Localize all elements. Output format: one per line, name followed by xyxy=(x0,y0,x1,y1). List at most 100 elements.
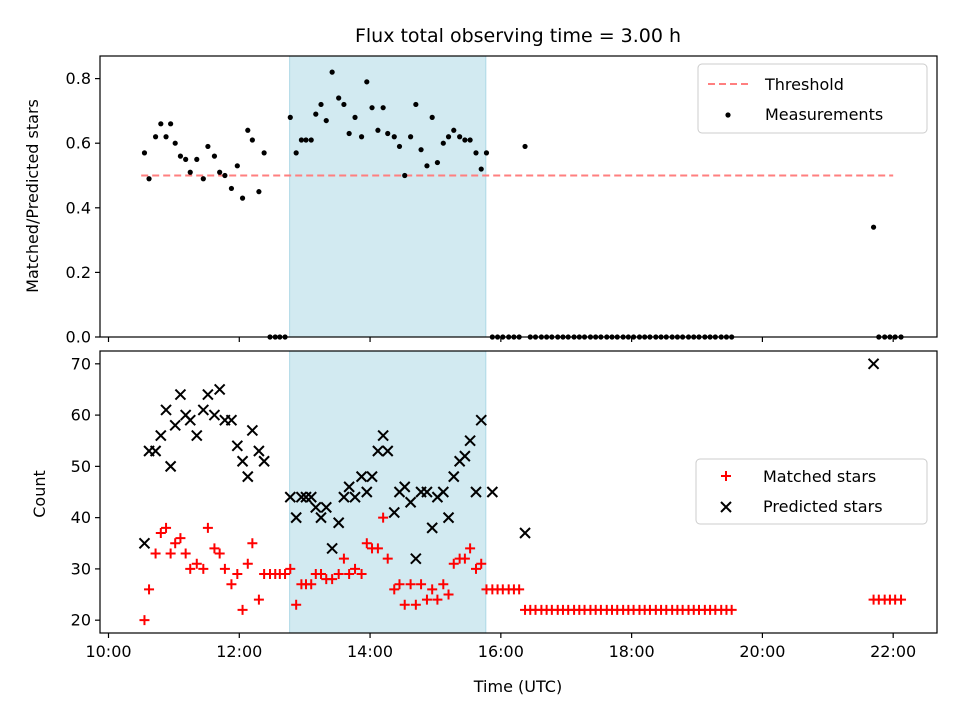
measurement-point xyxy=(249,137,255,143)
x-tick-label: 14:00 xyxy=(347,642,393,661)
matched-star-point xyxy=(389,584,400,595)
predicted-star-point xyxy=(486,486,499,498)
matched-star-point xyxy=(896,594,907,605)
measurement-point xyxy=(445,134,452,140)
measurement-point xyxy=(187,169,193,175)
measurement-point xyxy=(261,150,267,156)
top-highlight-span xyxy=(289,56,486,337)
bottom-series-predicted-stars xyxy=(138,358,880,565)
matched-star-point xyxy=(382,553,393,564)
bottom-y-tick-label: 50 xyxy=(71,457,91,476)
predicted-star-point xyxy=(442,511,455,524)
measurement-point xyxy=(358,134,365,140)
predicted-star-point xyxy=(242,470,254,483)
predicted-star-point xyxy=(202,388,214,401)
top-y-tick-label: 0.6 xyxy=(66,134,91,153)
matched-star-point xyxy=(333,569,344,580)
measurement-point xyxy=(152,134,159,140)
measurement-point xyxy=(308,137,314,143)
measurement-point xyxy=(336,95,342,101)
measurement-point xyxy=(303,137,309,143)
top-panel: Flux total observing time = 3.00 h Match… xyxy=(23,25,938,347)
measurement-point xyxy=(256,189,262,195)
top-y-tick-label: 0.2 xyxy=(66,263,91,282)
measurement-point xyxy=(451,127,457,133)
measurement-point xyxy=(211,153,218,159)
predicted-star-point xyxy=(164,460,177,473)
matched-star-point xyxy=(356,569,367,580)
bottom-axes-frame xyxy=(99,350,938,634)
measurement-point xyxy=(462,137,468,143)
predicted-star-point xyxy=(326,542,338,555)
x-tick-label: 20:00 xyxy=(739,642,785,661)
measurement-point xyxy=(369,105,375,111)
matched-star-point xyxy=(209,543,220,554)
measurement-point xyxy=(293,150,299,156)
matched-star-point xyxy=(306,579,317,590)
matched-star-point xyxy=(316,569,327,580)
top-series-measurements xyxy=(141,69,904,340)
measurement-point xyxy=(375,127,381,133)
matched-star-point xyxy=(253,594,264,605)
matched-star-point xyxy=(327,574,338,585)
bottom-panel: Time (UTC) Count 20 30 40 50 60 70 10:00 12:00 1… xyxy=(30,350,938,696)
matched-star-point xyxy=(350,563,361,574)
bottom-y-tick-label: 70 xyxy=(71,354,91,373)
predicted-star-point xyxy=(338,491,350,503)
predicted-star-point xyxy=(231,440,244,452)
matched-star-point xyxy=(237,604,248,615)
measurement-point xyxy=(391,134,397,140)
measurement-point xyxy=(217,169,223,175)
measurement-point xyxy=(870,224,877,230)
predicted-star-point xyxy=(300,491,312,503)
predicted-star-point xyxy=(366,470,378,483)
measurement-point xyxy=(434,159,441,166)
measurement-point xyxy=(146,176,152,182)
predicted-star-point xyxy=(410,552,422,565)
legend-predicted-label: Predicted stars xyxy=(763,497,883,516)
legend-threshold-label: Threshold xyxy=(764,75,844,94)
matched-star-point xyxy=(338,553,349,564)
matched-star-point xyxy=(242,558,253,569)
bottom-y-tick-label: 30 xyxy=(71,559,91,578)
measurement-point xyxy=(222,172,228,179)
predicted-star-point xyxy=(519,527,531,539)
matched-star-point xyxy=(427,584,438,595)
top-y-tick-label: 0.8 xyxy=(66,69,91,88)
measurement-point xyxy=(287,114,293,120)
measurement-point xyxy=(245,127,251,133)
matched-star-point xyxy=(219,563,230,574)
measurement-point xyxy=(352,114,358,120)
measurement-point xyxy=(364,79,370,85)
matched-star-point xyxy=(476,558,487,569)
predicted-star-point xyxy=(258,455,270,467)
measurement-point xyxy=(234,163,240,169)
predicted-star-point xyxy=(160,404,172,416)
measurement-point xyxy=(457,134,463,140)
measurement-point xyxy=(483,150,490,156)
predicted-star-point xyxy=(315,511,327,524)
measurement-point xyxy=(440,140,446,146)
x-tick-label: 12:00 xyxy=(216,642,262,661)
matched-star-point xyxy=(214,548,225,559)
predicted-star-point xyxy=(236,455,249,467)
matched-star-point xyxy=(378,512,389,523)
predicted-star-point xyxy=(459,450,471,462)
measurement-point xyxy=(522,143,528,150)
matched-star-point xyxy=(405,579,416,590)
top-y-tick-label: 0.0 xyxy=(66,328,91,347)
matched-star-point xyxy=(155,528,166,539)
predicted-star-point xyxy=(332,517,345,529)
predicted-star-point xyxy=(426,522,438,534)
matched-star-point xyxy=(344,569,355,580)
matched-star-point xyxy=(202,522,213,533)
predicted-star-point xyxy=(149,445,162,457)
measurement-point xyxy=(429,114,435,120)
measurement-point xyxy=(141,150,148,156)
matched-star-point xyxy=(144,584,155,595)
x-tick-label: 10:00 xyxy=(85,642,131,661)
measurement-point xyxy=(385,130,391,137)
measurement-point xyxy=(228,185,235,192)
matched-star-point xyxy=(185,563,196,574)
matched-star-point xyxy=(470,563,481,574)
